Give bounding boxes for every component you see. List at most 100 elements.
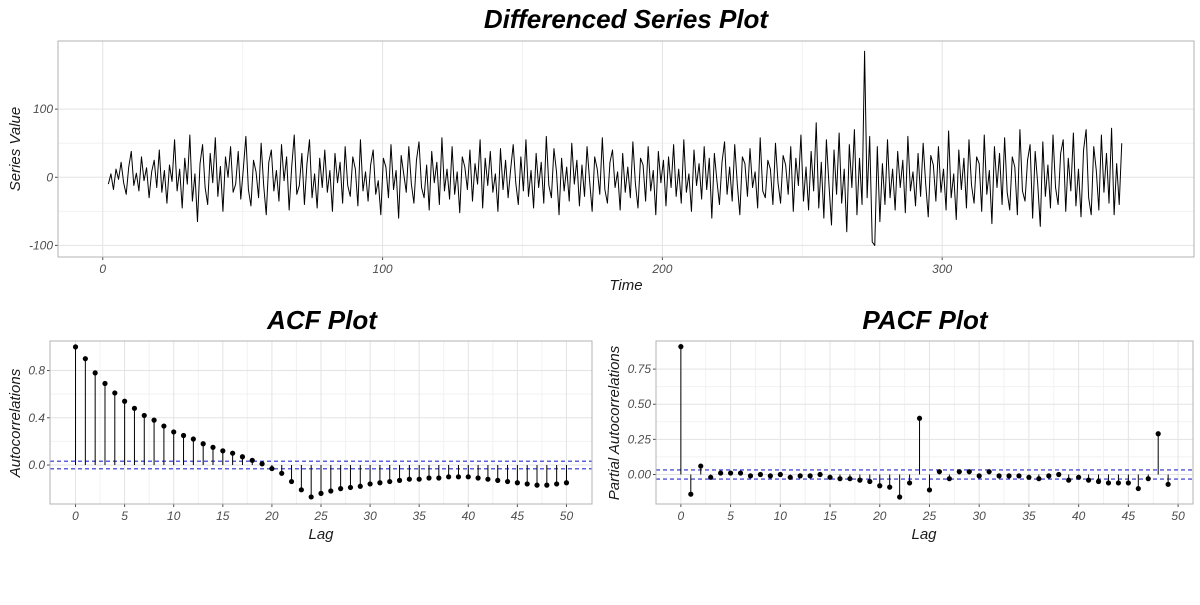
stem-point [1115, 480, 1122, 486]
stem-point [475, 475, 481, 481]
stem-point [767, 473, 773, 479]
y-tick-labels: 0.00 0.25 0.50 0.75 [628, 362, 652, 481]
chart-title: Differenced Series Plot [484, 4, 770, 34]
x-axis-label: Time [609, 277, 642, 294]
y-tick-label: 0.0 [28, 458, 45, 472]
stem-point [72, 344, 79, 350]
stem-point [1135, 485, 1141, 492]
differenced-series-panel: Differenced Series Plot 0 100 200 300 -100 0… [7, 4, 1195, 294]
y-axis-label: Partial Autocorrelations [606, 345, 623, 500]
y-axis-label: Autocorrelations [7, 368, 24, 478]
x-tick-label: 15 [823, 509, 837, 523]
stem-point [141, 412, 147, 419]
stem-point [857, 477, 863, 483]
chart-title: ACF Plot [266, 305, 378, 335]
stem-point [328, 488, 334, 494]
stem-point [308, 494, 314, 500]
stem-point [416, 476, 422, 482]
stem-point [807, 473, 813, 479]
stem-point [877, 483, 883, 489]
y-tick-label: 0.8 [28, 364, 45, 378]
x-tick-label: 40 [1072, 509, 1086, 523]
x-tick-label: 25 [922, 509, 937, 523]
x-tick-label: 10 [167, 509, 181, 523]
stem-point [956, 469, 962, 475]
x-tick-label: 35 [413, 509, 427, 523]
y-tick-labels: 0.0 0.4 0.8 [28, 364, 45, 472]
x-tick-label: 50 [560, 509, 574, 523]
stem-point [82, 356, 88, 362]
stem-point [708, 474, 714, 480]
stem-point [1026, 474, 1032, 480]
stem-point [563, 480, 570, 486]
stem-point [347, 484, 354, 491]
stem-point [298, 487, 304, 493]
grid [55, 41, 1194, 260]
stem-point [544, 482, 550, 488]
stem-point [747, 473, 754, 479]
stem-point [426, 475, 432, 481]
y-tick-label: 100 [33, 102, 53, 116]
x-axis-label: Lag [308, 526, 334, 543]
stem-point [180, 432, 187, 439]
x-tick-label: 20 [264, 509, 279, 523]
confidence-band [50, 460, 592, 470]
x-tick-label: 0 [678, 509, 685, 523]
x-tick-labels: 0 100 200 300 [99, 262, 952, 276]
x-tick-label: 200 [651, 262, 672, 276]
stem-point [210, 444, 216, 450]
stem-point [1076, 474, 1082, 480]
stem-point [239, 454, 246, 460]
confidence-band [656, 469, 1193, 480]
stem-point [1085, 477, 1092, 483]
y-tick-label: 0.75 [628, 362, 652, 376]
series-line [107, 50, 1123, 246]
stem-point [220, 448, 226, 454]
stem-point [757, 471, 764, 478]
stem-point [867, 478, 873, 485]
y-tick-labels: -100 0 100 [29, 102, 53, 252]
stem-point [777, 471, 783, 478]
stem-point [534, 482, 540, 488]
stem-point [936, 469, 943, 475]
chart-title: PACF Plot [862, 305, 989, 335]
stem-point [897, 494, 903, 500]
x-tick-label: 0 [72, 509, 79, 523]
stem-point [797, 473, 803, 479]
y-tick-label: 0.00 [628, 467, 652, 481]
x-tick-label: 300 [932, 262, 952, 276]
stem-point [817, 471, 823, 478]
stem-point [847, 476, 853, 482]
stem-point [524, 481, 530, 487]
stem-point [906, 480, 913, 486]
x-tick-label: 20 [872, 509, 887, 523]
x-tick-label: 5 [121, 509, 128, 523]
stem-point [131, 405, 138, 411]
stem-point [1046, 473, 1052, 479]
stem-point [151, 417, 157, 423]
y-tick-label: 0 [46, 170, 53, 184]
stem-point [1145, 476, 1151, 482]
stem-point [1155, 431, 1161, 437]
grid [653, 341, 1193, 507]
pacf-stems [678, 344, 1171, 500]
stem-point [455, 474, 462, 480]
stem-point [966, 469, 972, 475]
stem-point [837, 476, 843, 482]
stem-point [495, 477, 501, 483]
x-tick-label: 30 [973, 509, 987, 523]
stem-point [102, 380, 108, 387]
y-tick-label: 0.4 [28, 411, 45, 425]
stem-point [357, 483, 363, 489]
x-tick-label: 25 [313, 509, 328, 523]
grid [47, 341, 592, 507]
y-axis-label: Series Value [7, 107, 24, 192]
stem-point [887, 484, 893, 490]
stem-point [377, 480, 383, 486]
stem-point [387, 478, 393, 485]
stem-point [946, 476, 952, 482]
stem-point [406, 476, 412, 482]
stem-point [1056, 471, 1062, 478]
stem-point [698, 463, 704, 469]
